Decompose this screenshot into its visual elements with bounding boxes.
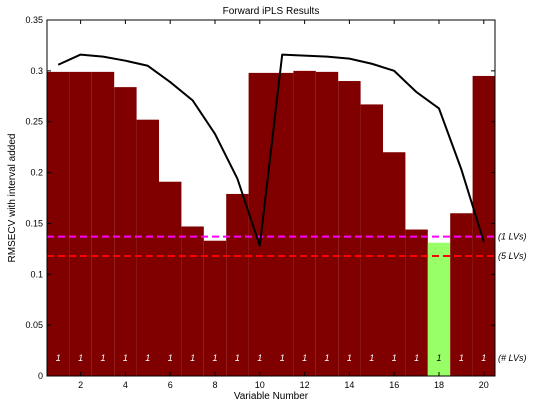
bar (271, 72, 294, 377)
x-tick-label: 2 (78, 380, 83, 390)
bar (472, 75, 495, 376)
bar (136, 119, 159, 377)
lv-count-label: 1 (168, 353, 173, 363)
bar (383, 152, 406, 376)
x-tick-label: 4 (123, 380, 128, 390)
lv-count-label: 1 (100, 353, 105, 363)
bar (450, 213, 473, 376)
plot-frame (46, 19, 496, 377)
bar (338, 81, 361, 377)
bar (360, 104, 383, 377)
bar (293, 70, 316, 376)
y-axis: 0 0.05 0.1 0.15 0.2 0.25 0.3 0.35 (25, 15, 495, 381)
lv-count-label: 1 (324, 353, 329, 363)
y-tick-label: 0.25 (25, 117, 43, 127)
reference-line-label: (1 LVs) (498, 232, 527, 242)
bar-selected (427, 242, 451, 376)
bars-layer (47, 70, 495, 377)
lv-axis-label: (# LVs) (498, 353, 527, 363)
lv-count-label: 1 (414, 353, 419, 363)
y-tick-label: 0.3 (30, 66, 43, 76)
reference-lines-layer: (1 LVs) (5 LVs) (47, 232, 527, 261)
bar (203, 240, 227, 376)
lv-count-label: 1 (369, 353, 374, 363)
y-tick-label: 0.05 (25, 320, 43, 330)
lv-count-label: 1 (481, 353, 486, 363)
bar (159, 181, 182, 376)
rmsecv-curve (57, 53, 485, 247)
lv-count-label: 1 (347, 353, 352, 363)
y-axis-label: RMSECV with interval added (7, 134, 18, 263)
lv-count-label: 1 (78, 353, 83, 363)
bar (248, 72, 271, 377)
x-tick-label: 16 (389, 380, 399, 390)
lv-count-label: 1 (280, 353, 285, 363)
y-tick-label: 0 (38, 371, 43, 381)
chart-title: Forward iPLS Results (223, 6, 320, 17)
x-tick-label: 6 (168, 380, 173, 390)
lv-count-label: 1 (459, 353, 464, 363)
bar (47, 71, 70, 377)
x-tick-label: 10 (255, 380, 265, 390)
lv-count-label: 1 (190, 353, 195, 363)
bar (226, 193, 249, 376)
x-axis: 2 4 6 8 10 12 14 16 18 20 (78, 20, 489, 390)
lv-labels-layer: 1 1 1 1 1 1 1 1 1 1 1 1 1 1 1 1 1 1 1 1 (56, 353, 487, 363)
x-tick-label: 8 (212, 380, 217, 390)
bar (315, 71, 339, 377)
lv-count-label: 1 (123, 353, 128, 363)
lv-count-label: 1 (212, 353, 217, 363)
y-tick-label: 0.1 (30, 269, 43, 279)
lv-count-label: 1 (392, 353, 397, 363)
x-tick-label: 18 (434, 380, 444, 390)
bar (181, 226, 204, 376)
lv-count-label: 1 (56, 353, 61, 363)
lv-count-label: 1 (302, 353, 307, 363)
curve-layer (57, 53, 485, 247)
bar (91, 71, 115, 377)
lv-count-label: 1 (257, 353, 262, 363)
lv-count-label: 1 (145, 353, 150, 363)
bar (405, 229, 428, 376)
y-tick-label: 0.2 (30, 168, 43, 178)
x-tick-label: 12 (300, 380, 310, 390)
bar (114, 87, 137, 376)
x-tick-label: 14 (344, 380, 354, 390)
reference-line-label: (5 LVs) (498, 251, 527, 261)
lv-count-label: 1 (436, 353, 441, 363)
lv-count-label: 1 (235, 353, 240, 363)
y-tick-label: 0.15 (25, 218, 43, 228)
bar (69, 71, 92, 377)
x-axis-label: Variable Number (234, 391, 309, 402)
y-tick-label: 0.35 (25, 15, 43, 25)
x-tick-label: 20 (479, 380, 489, 390)
